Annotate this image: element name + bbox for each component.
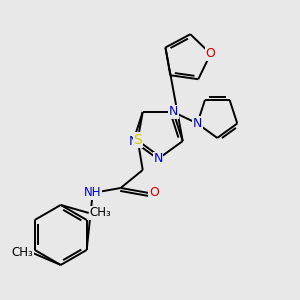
Text: CH₃: CH₃ bbox=[90, 206, 112, 220]
Text: O: O bbox=[206, 47, 216, 60]
Text: N: N bbox=[193, 117, 202, 130]
Text: NH: NH bbox=[84, 187, 101, 200]
Text: N: N bbox=[153, 152, 163, 166]
Text: CH₃: CH₃ bbox=[12, 247, 34, 260]
Text: S: S bbox=[133, 133, 142, 147]
Text: N: N bbox=[129, 134, 138, 148]
Text: O: O bbox=[149, 187, 159, 200]
Text: N: N bbox=[169, 106, 178, 118]
